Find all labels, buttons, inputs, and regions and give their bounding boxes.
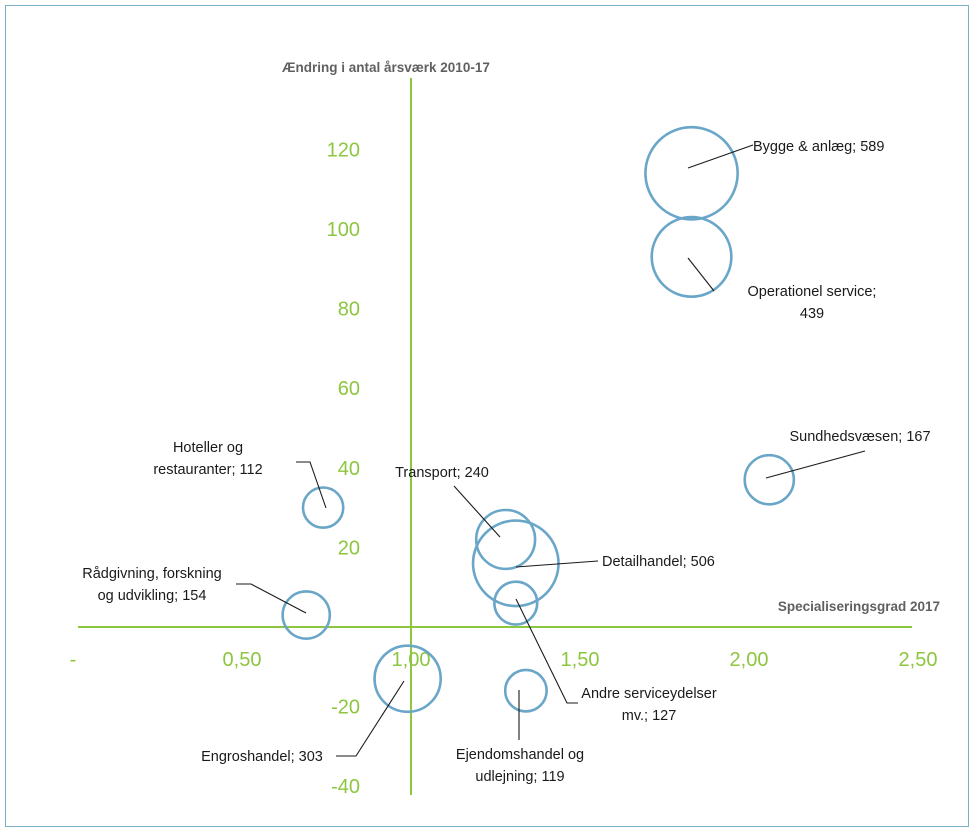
label-line: Detailhandel; 506 bbox=[602, 554, 715, 570]
bubble-andre-serviceydelser-mv bbox=[493, 580, 539, 626]
label-line: Sundhedsvæsen; 167 bbox=[789, 429, 930, 445]
x-tick-label: 2,50 bbox=[899, 649, 938, 671]
bubble-ejendomshandel-og-udlejning bbox=[503, 668, 548, 713]
bubble-operationel-service bbox=[650, 215, 733, 298]
label-r-dgivning-forskning-og-udvikling: Rådgivning, forskning og udvikling; 154 bbox=[82, 566, 221, 604]
x-tick-label: - bbox=[70, 649, 77, 671]
y-tick-label: 40 bbox=[338, 458, 360, 480]
label-line: Rådgivning, forskning bbox=[82, 566, 221, 582]
label-line: og udvikling; 154 bbox=[98, 588, 207, 604]
bubble-r-dgivning-forskning-og-udvikling bbox=[281, 590, 332, 640]
x-tick-label: 1,50 bbox=[561, 649, 600, 671]
chart-frame bbox=[5, 5, 969, 827]
axes bbox=[78, 78, 912, 795]
leader-line-operationel-service bbox=[687, 257, 715, 292]
label-detailhandel: Detailhandel; 506 bbox=[602, 554, 715, 570]
label-ejendomshandel-og-udlejning: Ejendomshandel og udlejning; 119 bbox=[456, 747, 584, 785]
y-tick-labels: 120 100 80 60 40 20 -20 -40 bbox=[327, 139, 360, 798]
label-line: Bygge & anlæg; 589 bbox=[753, 139, 884, 155]
y-tick-label: 80 bbox=[338, 299, 360, 321]
leader-line-andre-serviceydelser-mv bbox=[515, 598, 578, 704]
y-axis-title: Ændring i antal årsværk 2010-17 bbox=[282, 60, 490, 75]
leader-line-engroshandel bbox=[336, 680, 405, 757]
bubble-labels: Bygge & anlæg; 589 Operationel service; 43… bbox=[82, 139, 930, 785]
y-tick-label: 120 bbox=[327, 139, 360, 161]
y-tick-label: 100 bbox=[327, 219, 360, 241]
label-line: 439 bbox=[800, 306, 824, 322]
bubble-engroshandel bbox=[373, 644, 442, 714]
y-tick-label: -40 bbox=[331, 776, 360, 798]
x-tick-label: 2,00 bbox=[730, 649, 769, 671]
bubble-detailhandel bbox=[471, 519, 560, 608]
label-operationel-service: Operationel service; 439 bbox=[748, 284, 877, 322]
label-line: mv.; 127 bbox=[622, 708, 677, 724]
label-line: Andre serviceydelser bbox=[581, 686, 717, 702]
label-andre-serviceydelser-mv: Andre serviceydelser mv.; 127 bbox=[581, 686, 717, 724]
label-line: Transport; 240 bbox=[395, 465, 489, 481]
x-axis-title: Specialiseringsgrad 2017 bbox=[778, 599, 940, 614]
label-transport: Transport; 240 bbox=[395, 465, 489, 481]
x-tick-label: 0,50 bbox=[223, 649, 262, 671]
bubble-hoteller-og-restauranter bbox=[301, 486, 345, 530]
label-line: Ejendomshandel og bbox=[456, 747, 584, 763]
leader-line-hoteller-og-restauranter bbox=[296, 461, 327, 509]
x-tick-label: 1,00 bbox=[392, 649, 431, 671]
bubble-sundhedsv-sen bbox=[743, 453, 796, 506]
leader-line-sundhedsv-sen bbox=[765, 450, 866, 479]
y-tick-label: 20 bbox=[338, 537, 360, 559]
label-line: Engroshandel; 303 bbox=[201, 749, 323, 765]
label-line: udlejning; 119 bbox=[475, 769, 564, 785]
label-line: Operationel service; bbox=[748, 284, 877, 300]
label-sundhedsv-sen: Sundhedsvæsen; 167 bbox=[789, 429, 930, 445]
leader-line-transport bbox=[453, 485, 501, 538]
label-hoteller-og-restauranter: Hoteller og restauranter; 112 bbox=[153, 440, 262, 478]
y-tick-label: 60 bbox=[338, 378, 360, 400]
bubble-transport bbox=[474, 508, 537, 571]
label-engroshandel: Engroshandel; 303 bbox=[201, 749, 323, 765]
y-tick-label: -20 bbox=[331, 697, 360, 719]
label-line: restauranter; 112 bbox=[153, 462, 262, 478]
leader-lines bbox=[236, 144, 866, 757]
bubbles bbox=[281, 125, 796, 714]
bubble-bygge-anl-g bbox=[644, 125, 739, 221]
label-line: Hoteller og bbox=[173, 440, 243, 456]
leader-line-r-dgivning-forskning-og-udvikling bbox=[236, 583, 307, 614]
x-tick-labels: - 0,50 1,00 1,50 2,00 2,50 bbox=[70, 649, 938, 671]
leader-line-detailhandel bbox=[515, 560, 599, 568]
leader-line-bygge-anl-g bbox=[687, 144, 754, 169]
label-bygge-anl-g: Bygge & anlæg; 589 bbox=[753, 139, 884, 155]
